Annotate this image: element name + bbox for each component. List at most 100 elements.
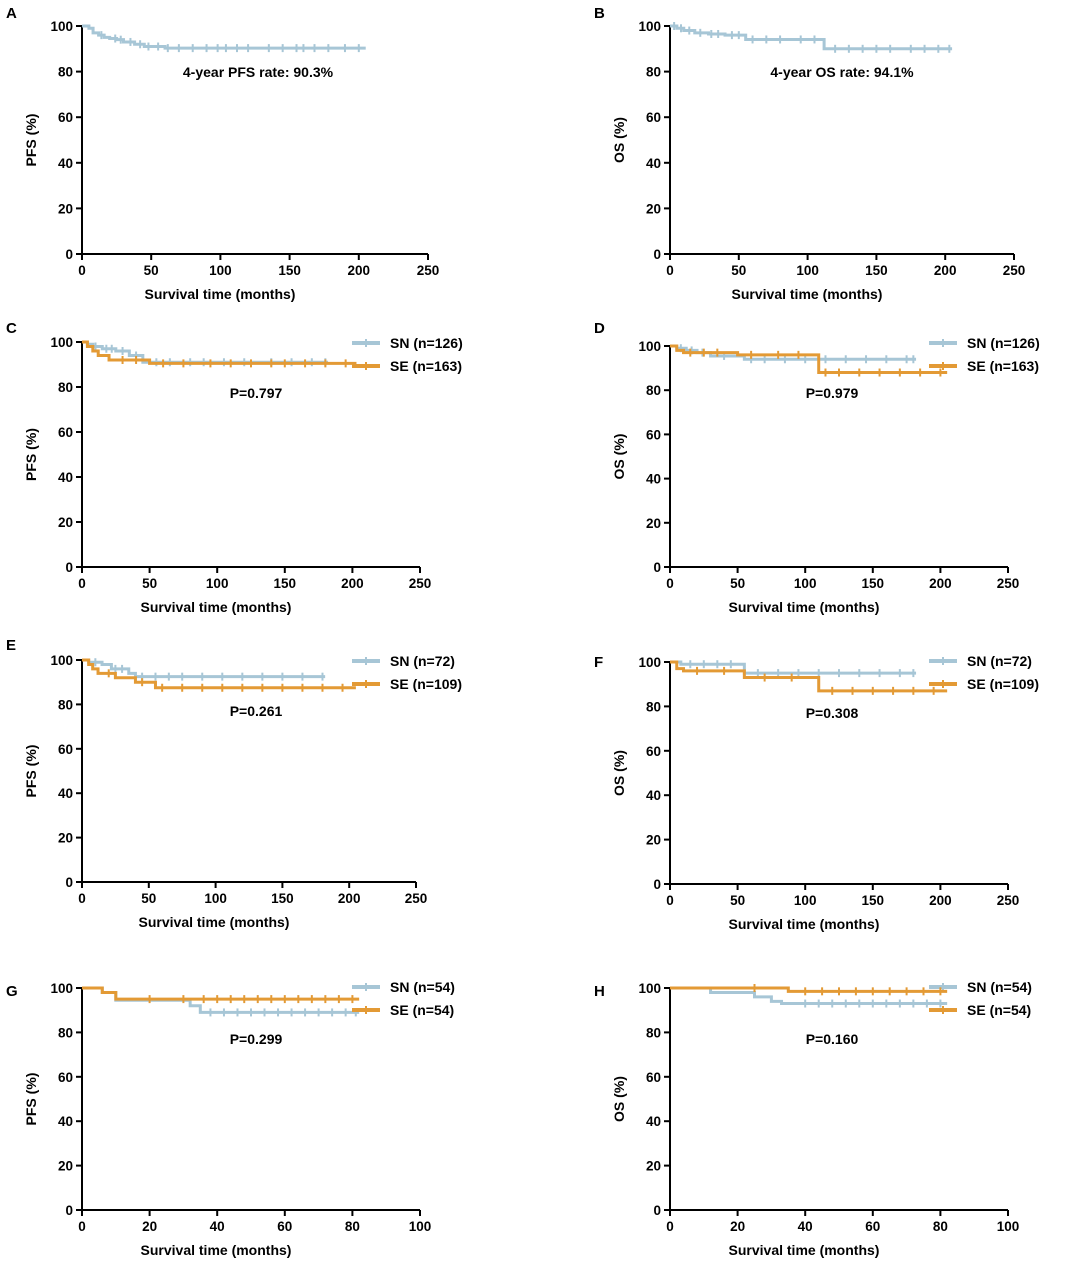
x-tick-label: 200 [338,891,361,906]
km-curve-se [670,660,948,693]
panel-e: E 0 20 40 60 80 100 0 50 100 150 200 250 Survival tim… [6,637,462,930]
x-axis-title: Survival time (months) [141,1242,292,1258]
panel-d: D 0 20 40 60 80 100 0 50 100 150 200 250 Survival tim… [594,320,1040,615]
legend-label-sn: SN (n=72) [390,653,455,669]
x-tick-label: 20 [142,1219,157,1234]
km-curve-sn [670,660,917,675]
x-axis-title: Survival time (months) [139,914,290,930]
x-axis-title: Survival time (months) [729,599,880,615]
y-tick-label: 60 [58,742,73,757]
x-tick-label: 0 [78,576,86,591]
y-tick-label: 60 [646,1070,661,1085]
annotation-f: P=0.308 [806,705,859,721]
x-tick-label: 40 [210,1219,225,1234]
x-tick-label: 50 [731,263,746,278]
km-curve-se [82,340,357,365]
y-tick-label: 40 [646,472,661,487]
y-axis-title: PFS (%) [23,428,39,481]
y-tick-label: 40 [58,470,73,485]
x-tick-label: 200 [929,576,952,591]
x-tick-label: 0 [78,263,86,278]
y-tick-label: 80 [58,380,73,395]
x-tick-label: 250 [417,263,440,278]
x-tick-label: 100 [409,1219,432,1234]
y-axis-title: OS (%) [611,1076,627,1122]
x-tick-label: 0 [666,893,674,908]
x-tick-label: 0 [666,576,674,591]
legend-label-se: SE (n=163) [967,358,1039,374]
panel-a: A 0 20 40 60 80 100 0 50 100 150 200 250 Survival tim… [6,5,439,302]
x-tick-label: 250 [997,576,1020,591]
y-tick-label: 100 [638,19,661,34]
x-tick-label: 100 [204,891,227,906]
km-curve-se [82,658,356,690]
panel-letter-g: G [6,983,18,1000]
y-tick-label: 60 [646,427,661,442]
y-tick-label: 0 [653,1203,661,1218]
km-curve-se [670,344,948,375]
y-tick-label: 20 [646,1159,661,1174]
x-tick-label: 200 [341,576,364,591]
y-axis-title: PFS (%) [23,745,39,798]
annotation-h: P=0.160 [806,1031,859,1047]
x-axis-title: Survival time (months) [732,286,883,302]
x-tick-label: 50 [730,576,745,591]
x-tick-label: 200 [934,263,957,278]
y-tick-label: 100 [50,19,73,34]
y-axis-title: PFS (%) [23,1073,39,1126]
y-tick-label: 100 [50,981,73,996]
x-tick-label: 0 [78,1219,86,1234]
panel-letter-c: C [6,320,17,337]
y-tick-label: 80 [646,383,661,398]
y-tick-label: 60 [58,110,73,125]
x-tick-label: 50 [730,893,745,908]
x-axis-title: Survival time (months) [729,1242,880,1258]
y-tick-label: 60 [646,110,661,125]
y-tick-label: 20 [646,516,661,531]
y-tick-label: 100 [638,655,661,670]
legend-label-sn: SN (n=126) [967,335,1040,351]
x-tick-label: 0 [666,263,674,278]
legend-label-se: SE (n=109) [967,676,1039,692]
y-tick-label: 20 [58,1159,73,1174]
y-tick-label: 0 [65,1203,73,1218]
x-tick-label: 60 [277,1219,292,1234]
annotation-c: P=0.797 [230,385,283,401]
x-tick-label: 100 [796,263,819,278]
panel-letter-e: E [6,637,16,654]
km-curve-se [670,986,948,993]
x-tick-label: 100 [794,576,817,591]
x-tick-label: 100 [209,263,232,278]
y-tick-label: 0 [653,247,661,262]
panel-h: H 0 20 40 60 80 100 0 20 40 60 80 100 Survival time (… [594,979,1032,1258]
km-curve-sn [670,986,948,1006]
x-tick-label: 150 [862,576,885,591]
x-tick-label: 20 [730,1219,745,1234]
km-curve-sn [670,24,953,51]
y-axis-title: OS (%) [611,434,627,480]
x-tick-label: 250 [1003,263,1026,278]
legend-label-sn: SN (n=126) [390,335,463,351]
y-tick-label: 0 [653,560,661,575]
y-tick-label: 80 [646,699,661,714]
x-tick-label: 100 [794,893,817,908]
x-tick-label: 100 [997,1219,1020,1234]
y-tick-label: 80 [646,65,661,80]
panel-letter-a: A [6,5,17,22]
legend-label-sn: SN (n=54) [390,979,455,995]
x-tick-label: 60 [865,1219,880,1234]
km-curve-sn [82,658,326,679]
y-tick-label: 40 [58,786,73,801]
y-tick-label: 100 [50,335,73,350]
x-tick-label: 150 [274,576,297,591]
y-tick-label: 40 [58,1114,73,1129]
y-tick-label: 0 [65,247,73,262]
x-axis-title: Survival time (months) [145,286,296,302]
y-tick-label: 60 [646,744,661,759]
panel-letter-f: F [594,654,603,671]
y-tick-label: 40 [646,1114,661,1129]
y-tick-label: 100 [50,653,73,668]
y-tick-label: 20 [58,831,73,846]
panel-g: G 0 20 40 60 80 100 0 20 40 60 80 100 Survival time (… [6,979,455,1258]
